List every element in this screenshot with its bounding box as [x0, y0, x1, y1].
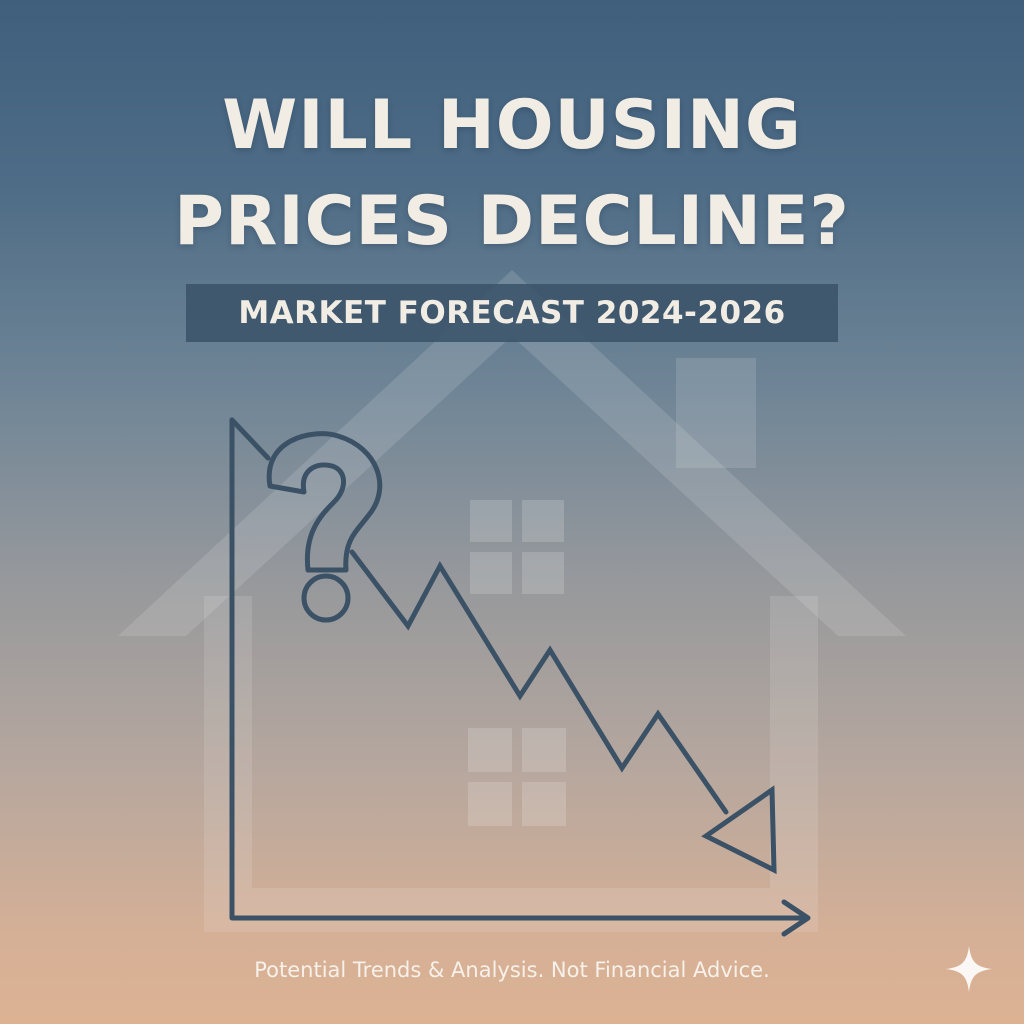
- headline-line-1: WILL HOUSING: [222, 86, 802, 165]
- declining-trend-arrow-icon: [349, 549, 777, 875]
- headline-line-2: PRICES DECLINE?: [174, 182, 850, 261]
- headline: WILL HOUSING PRICES DECLINE?: [0, 78, 1024, 270]
- sparkle-icon: [946, 946, 992, 992]
- question-mark-icon: [266, 431, 383, 623]
- subtitle-banner: MARKET FORECAST 2024-2026: [186, 284, 838, 342]
- subtitle: MARKET FORECAST 2024-2026: [238, 295, 786, 331]
- house-silhouette-icon: [118, 270, 906, 932]
- disclaimer: Potential Trends & Analysis. Not Financi…: [254, 958, 770, 982]
- chart-axes-icon: [229, 417, 811, 937]
